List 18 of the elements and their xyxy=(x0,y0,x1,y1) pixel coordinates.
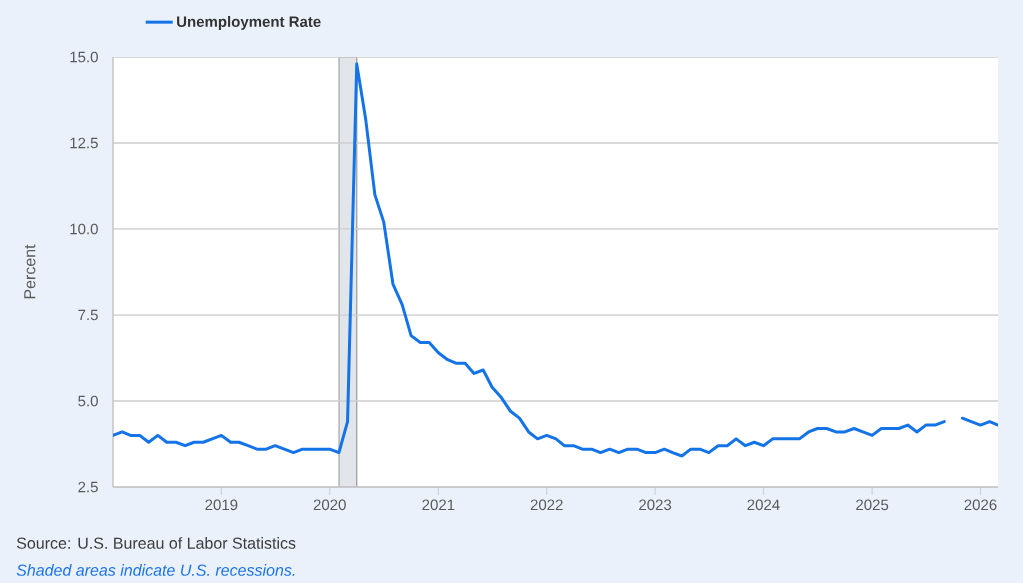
y-tick-label: 12.5 xyxy=(70,137,98,149)
x-tick-label: 2020 xyxy=(313,499,346,511)
y-tick-label: 7.5 xyxy=(78,309,98,321)
y-tick-label: 15.0 xyxy=(70,51,98,63)
x-tick-label: 2021 xyxy=(422,499,455,511)
x-tick-label: 2019 xyxy=(205,499,238,511)
y-tick-label: 10.0 xyxy=(70,223,98,235)
x-tick-label: 2023 xyxy=(639,499,672,511)
legend-label: Unemployment Rate xyxy=(177,15,321,30)
text: Shaded areas indicate U.S. recessions. xyxy=(16,564,295,576)
x-tick-label: 2026 xyxy=(964,499,997,511)
y-tick-label: 5.0 xyxy=(78,395,98,407)
y-axis-title: Percent xyxy=(24,244,36,299)
x-tick-label: 2025 xyxy=(856,499,889,511)
source-note: Source: U.S. Bureau of Labor Statistics xyxy=(16,537,296,549)
x-tick-label: 2024 xyxy=(747,499,780,511)
x-tick-label: 2022 xyxy=(530,499,563,511)
y-tick-label: 2.5 xyxy=(78,481,98,493)
